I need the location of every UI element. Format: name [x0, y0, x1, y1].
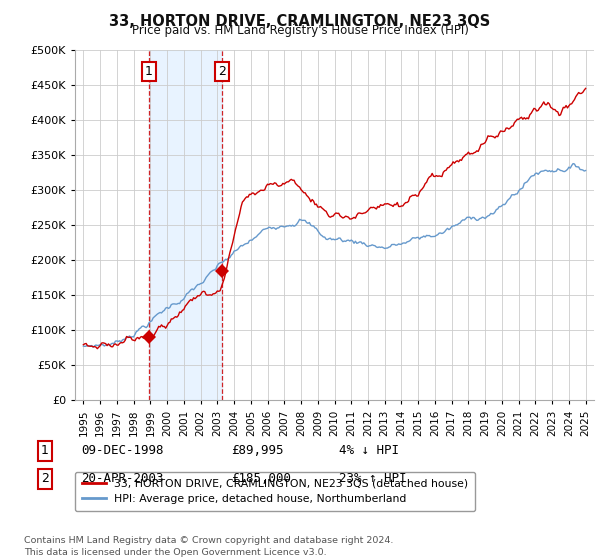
Text: 33, HORTON DRIVE, CRAMLINGTON, NE23 3QS: 33, HORTON DRIVE, CRAMLINGTON, NE23 3QS — [109, 14, 491, 29]
Text: 1: 1 — [145, 65, 153, 78]
Text: 20-APR-2003: 20-APR-2003 — [81, 472, 163, 486]
Text: 1: 1 — [41, 444, 49, 458]
Text: 2: 2 — [41, 472, 49, 486]
Bar — [149, 50, 223, 400]
Text: 2: 2 — [218, 65, 226, 78]
Text: Contains HM Land Registry data © Crown copyright and database right 2024.
This d: Contains HM Land Registry data © Crown c… — [24, 536, 394, 557]
Text: Price paid vs. HM Land Registry's House Price Index (HPI): Price paid vs. HM Land Registry's House … — [131, 24, 469, 37]
Legend: 33, HORTON DRIVE, CRAMLINGTON, NE23 3QS (detached house), HPI: Average price, de: 33, HORTON DRIVE, CRAMLINGTON, NE23 3QS … — [75, 472, 475, 511]
Text: £185,000: £185,000 — [231, 472, 291, 486]
Text: 4% ↓ HPI: 4% ↓ HPI — [339, 444, 399, 458]
Text: £89,995: £89,995 — [231, 444, 284, 458]
Text: 09-DEC-1998: 09-DEC-1998 — [81, 444, 163, 458]
Text: 23% ↑ HPI: 23% ↑ HPI — [339, 472, 407, 486]
